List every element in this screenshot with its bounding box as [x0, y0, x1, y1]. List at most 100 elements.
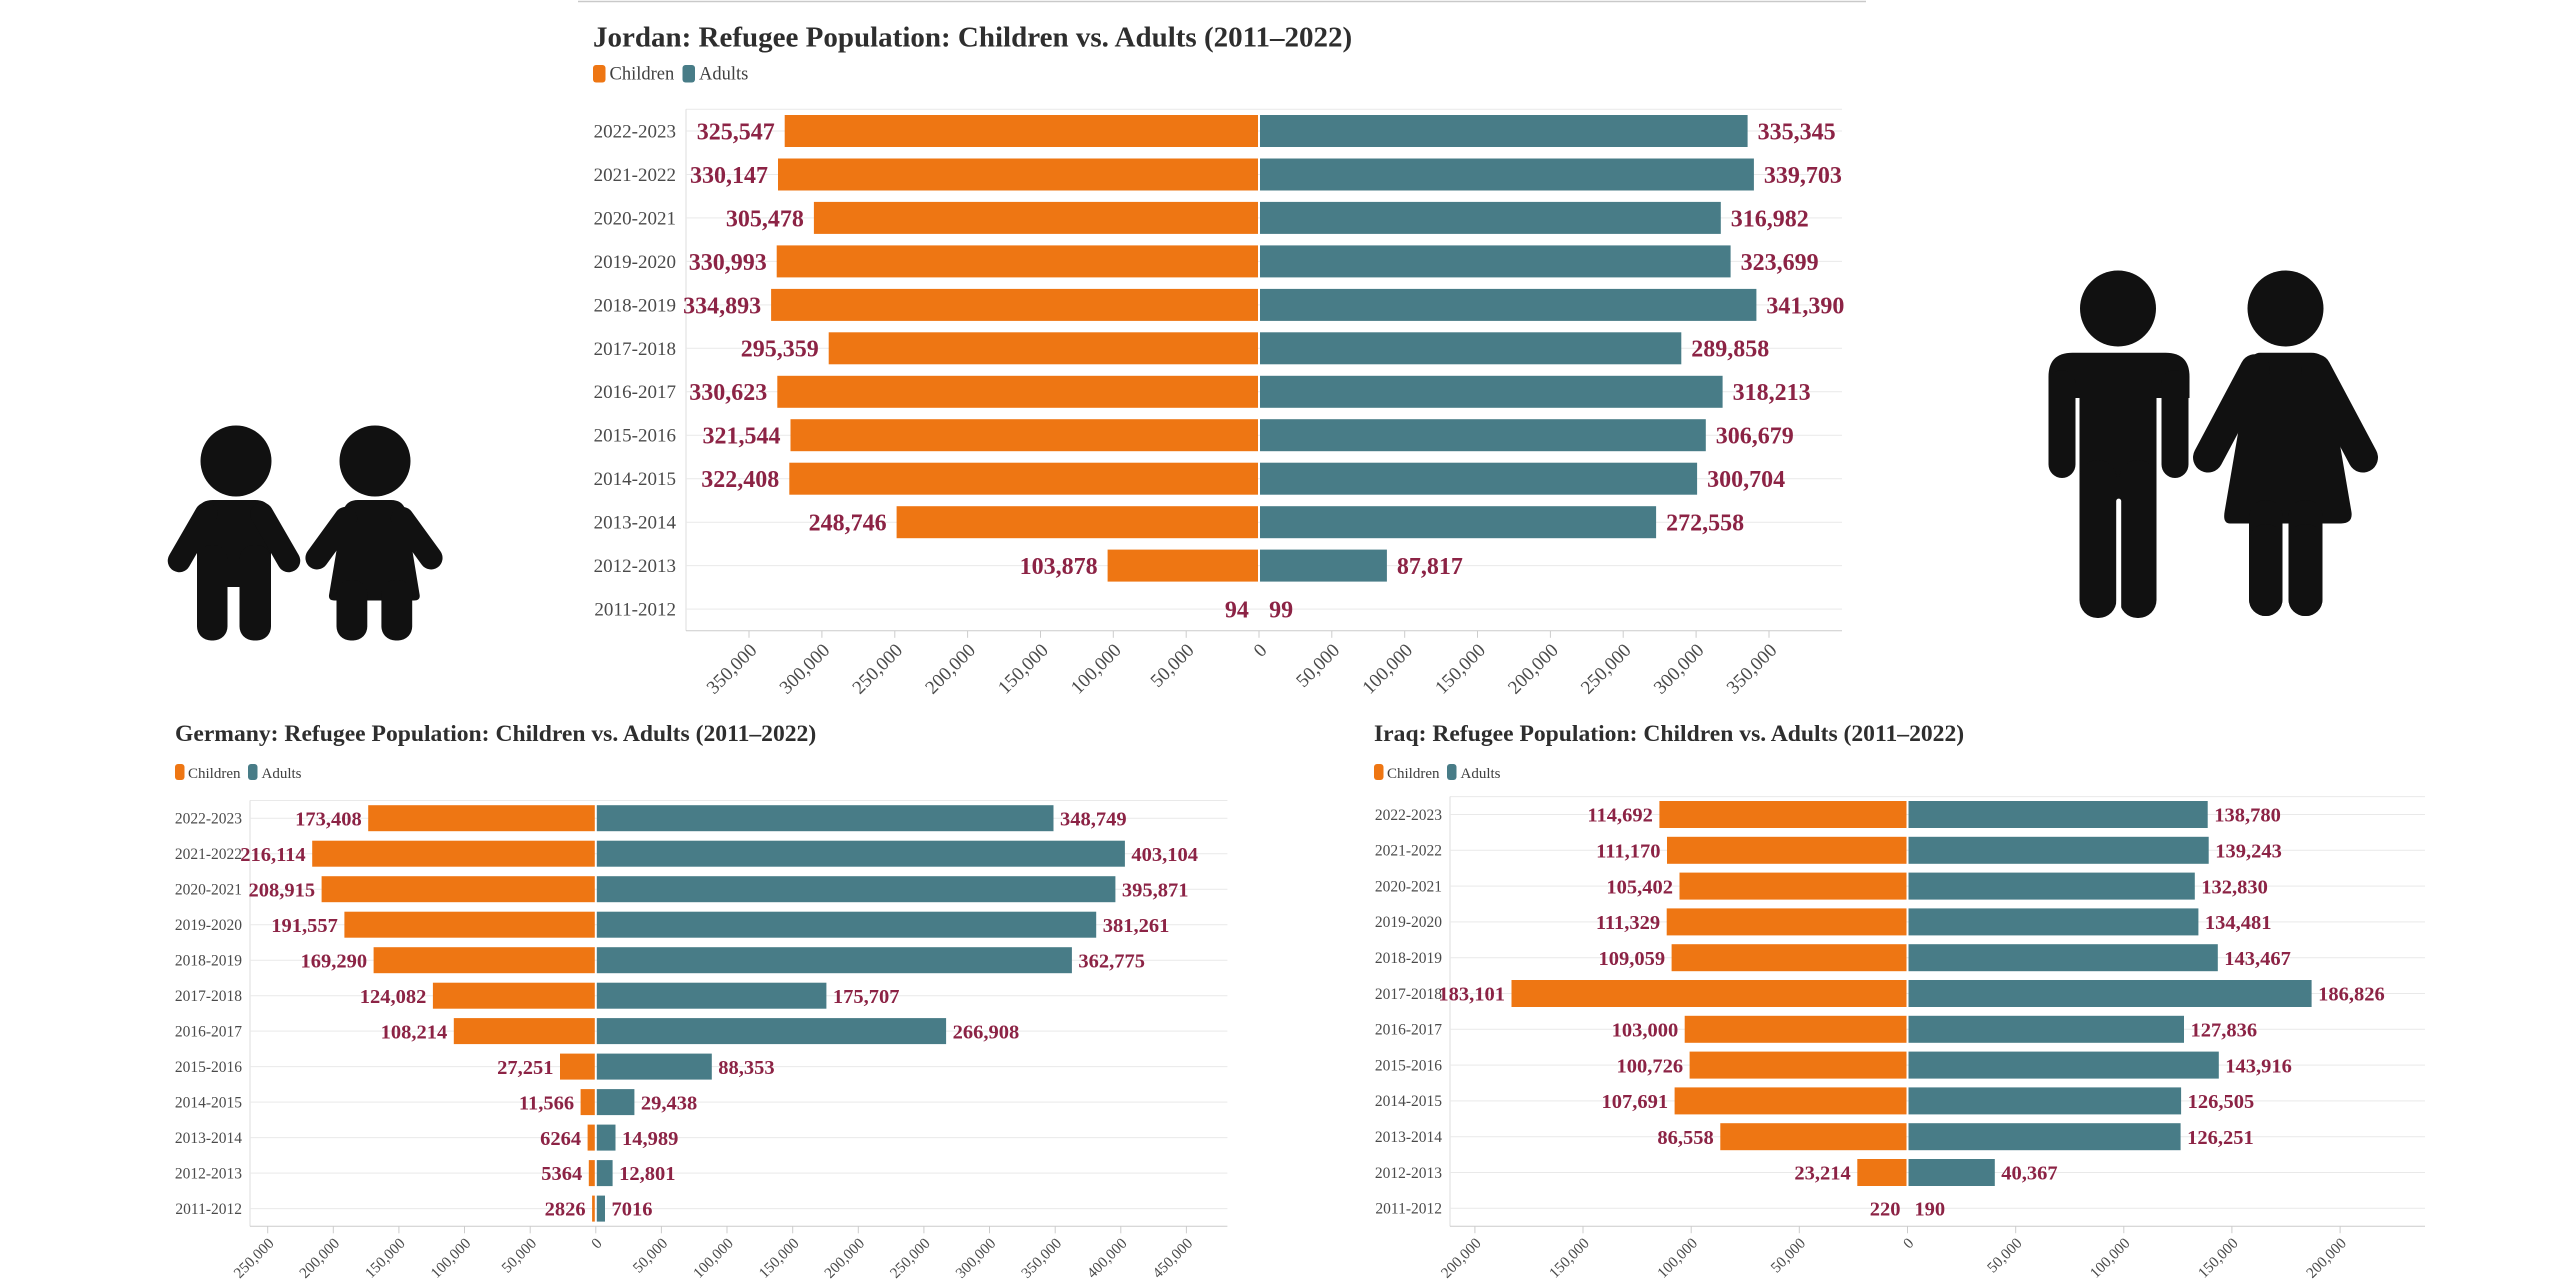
svg-text:2018-2019: 2018-2019 — [1375, 950, 1442, 967]
svg-text:150,000: 150,000 — [1431, 640, 1490, 699]
svg-text:2012-2013: 2012-2013 — [594, 556, 676, 577]
svg-text:124,082: 124,082 — [360, 986, 427, 1008]
svg-text:29,438: 29,438 — [641, 1092, 697, 1114]
svg-text:111,329: 111,329 — [1596, 912, 1660, 934]
svg-text:318,213: 318,213 — [1733, 380, 1811, 406]
svg-text:0: 0 — [1900, 1235, 1918, 1253]
svg-text:300,000: 300,000 — [776, 640, 835, 699]
svg-text:0: 0 — [588, 1235, 606, 1253]
svg-text:103,000: 103,000 — [1612, 1020, 1679, 1042]
svg-text:305,478: 305,478 — [726, 206, 804, 232]
svg-text:150,000: 150,000 — [362, 1235, 409, 1280]
svg-text:7016: 7016 — [612, 1199, 653, 1221]
svg-text:2017-2018: 2017-2018 — [594, 339, 676, 360]
svg-text:2017-2018: 2017-2018 — [1375, 986, 1442, 1003]
svg-text:306,679: 306,679 — [1716, 424, 1794, 450]
svg-text:150,000: 150,000 — [2195, 1235, 2242, 1280]
svg-text:325,547: 325,547 — [697, 119, 775, 145]
svg-text:Children: Children — [1387, 766, 1440, 782]
svg-text:208,915: 208,915 — [248, 879, 315, 901]
svg-text:2020-2021: 2020-2021 — [175, 882, 242, 899]
svg-text:190: 190 — [1914, 1199, 1945, 1221]
svg-text:316,982: 316,982 — [1731, 206, 1809, 232]
svg-text:6264: 6264 — [540, 1128, 581, 1150]
svg-text:138,780: 138,780 — [2214, 805, 2281, 827]
svg-text:114,692: 114,692 — [1587, 805, 1653, 827]
svg-text:100,000: 100,000 — [2087, 1235, 2134, 1280]
svg-text:100,726: 100,726 — [1616, 1055, 1683, 1077]
svg-text:Iraq: Refugee Population: Chil: Iraq: Refugee Population: Children vs. A… — [1374, 721, 1964, 747]
svg-text:173,408: 173,408 — [295, 808, 362, 830]
svg-text:2022-2023: 2022-2023 — [594, 122, 676, 143]
svg-text:150,000: 150,000 — [1546, 1235, 1593, 1280]
svg-text:99: 99 — [1269, 598, 1293, 624]
svg-text:Jordan: Refugee Population: Ch: Jordan: Refugee Population: Children vs.… — [593, 22, 1352, 54]
svg-text:109,059: 109,059 — [1598, 948, 1665, 970]
svg-text:403,104: 403,104 — [1131, 844, 1198, 866]
svg-text:339,703: 339,703 — [1764, 163, 1842, 189]
svg-text:2015-2016: 2015-2016 — [594, 426, 676, 447]
svg-text:295,359: 295,359 — [741, 337, 819, 363]
svg-text:300,000: 300,000 — [952, 1235, 999, 1280]
svg-text:2016-2017: 2016-2017 — [175, 1023, 242, 1040]
svg-text:2014-2015: 2014-2015 — [594, 469, 676, 490]
svg-text:50,000: 50,000 — [1292, 640, 1344, 692]
svg-text:2013-2014: 2013-2014 — [594, 513, 677, 534]
svg-text:126,505: 126,505 — [2188, 1091, 2255, 1113]
svg-text:220: 220 — [1870, 1199, 1901, 1221]
svg-text:2020-2021: 2020-2021 — [1375, 878, 1442, 895]
svg-text:200,000: 200,000 — [1438, 1235, 1485, 1280]
svg-text:2015-2016: 2015-2016 — [175, 1059, 242, 1076]
svg-text:150,000: 150,000 — [756, 1235, 803, 1280]
svg-text:40,367: 40,367 — [2001, 1163, 2057, 1185]
svg-text:2021-2022: 2021-2022 — [175, 846, 242, 863]
svg-text:169,290: 169,290 — [300, 950, 367, 972]
svg-text:100,000: 100,000 — [1654, 1235, 1701, 1280]
svg-text:400,000: 400,000 — [1084, 1235, 1131, 1280]
svg-text:0: 0 — [1250, 640, 1272, 662]
svg-text:5364: 5364 — [541, 1163, 582, 1185]
svg-text:191,557: 191,557 — [271, 915, 338, 937]
svg-text:87,817: 87,817 — [1397, 554, 1463, 580]
svg-text:266,908: 266,908 — [953, 1021, 1020, 1043]
svg-text:126,251: 126,251 — [2187, 1127, 2254, 1149]
svg-text:94: 94 — [1225, 598, 1249, 624]
svg-text:2018-2019: 2018-2019 — [175, 952, 242, 969]
svg-text:50,000: 50,000 — [630, 1235, 672, 1277]
svg-text:2012-2013: 2012-2013 — [175, 1165, 242, 1182]
svg-text:216,114: 216,114 — [240, 844, 306, 866]
svg-text:200,000: 200,000 — [296, 1235, 343, 1280]
svg-text:2016-2017: 2016-2017 — [1375, 1022, 1442, 1039]
svg-text:100,000: 100,000 — [427, 1235, 474, 1280]
svg-text:100,000: 100,000 — [1067, 640, 1126, 699]
svg-text:2018-2019: 2018-2019 — [594, 295, 676, 316]
svg-text:2019-2020: 2019-2020 — [594, 252, 676, 273]
svg-text:2022-2023: 2022-2023 — [1375, 807, 1442, 824]
svg-text:348,749: 348,749 — [1060, 808, 1127, 830]
svg-text:350,000: 350,000 — [1723, 640, 1782, 699]
svg-text:335,345: 335,345 — [1758, 119, 1836, 145]
svg-text:88,353: 88,353 — [718, 1057, 774, 1079]
svg-text:2011-2012: 2011-2012 — [1375, 1201, 1442, 1218]
svg-text:350,000: 350,000 — [703, 640, 762, 699]
svg-text:139,243: 139,243 — [2215, 841, 2282, 863]
svg-text:2021-2022: 2021-2022 — [1375, 843, 1442, 860]
svg-text:250,000: 250,000 — [849, 640, 908, 699]
svg-text:Adults: Adults — [699, 65, 748, 85]
svg-text:105,402: 105,402 — [1606, 876, 1673, 898]
svg-text:143,916: 143,916 — [2225, 1055, 2292, 1077]
svg-text:200,000: 200,000 — [921, 640, 980, 699]
svg-text:2014-2015: 2014-2015 — [1375, 1093, 1442, 1110]
svg-text:100,000: 100,000 — [1359, 640, 1418, 699]
svg-text:450,000: 450,000 — [1149, 1235, 1196, 1280]
svg-text:322,408: 322,408 — [701, 467, 779, 493]
svg-text:2826: 2826 — [545, 1199, 586, 1221]
svg-text:Adults: Adults — [262, 766, 302, 782]
svg-text:Children: Children — [610, 65, 675, 85]
svg-text:11,566: 11,566 — [519, 1092, 574, 1114]
svg-text:111,170: 111,170 — [1596, 841, 1660, 863]
svg-text:50,000: 50,000 — [1984, 1235, 2026, 1277]
svg-text:200,000: 200,000 — [1504, 640, 1563, 699]
svg-text:323,699: 323,699 — [1741, 250, 1819, 276]
svg-text:362,775: 362,775 — [1078, 950, 1145, 972]
